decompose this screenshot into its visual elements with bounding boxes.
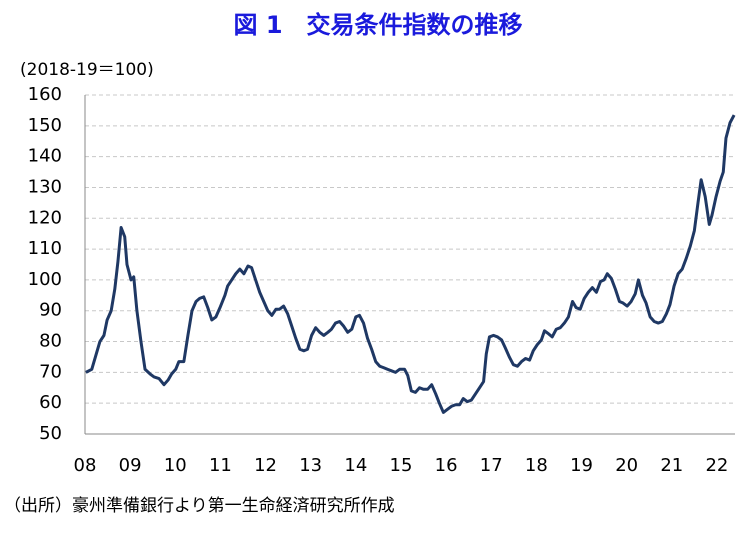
y-tick-label: 140: [28, 146, 62, 167]
x-tick-label: 13: [299, 455, 322, 476]
x-tick-label: 12: [254, 455, 277, 476]
x-tick-label: 14: [344, 455, 367, 476]
y-tick-label: 90: [39, 300, 62, 321]
x-tick-label: 19: [570, 455, 593, 476]
x-tick-label: 20: [615, 455, 638, 476]
data-line: [85, 114, 736, 414]
x-tick-label: 08: [74, 455, 97, 476]
y-tick-label: 50: [39, 423, 62, 444]
y-tick-label: 130: [28, 176, 62, 197]
y-tick-label: 160: [28, 84, 62, 105]
y-tick-label: 100: [28, 269, 62, 290]
y-tick-label: 110: [28, 238, 62, 259]
x-tick-label: 10: [164, 455, 187, 476]
x-tick-label: 17: [480, 455, 503, 476]
y-tick-label: 150: [28, 115, 62, 136]
y-tick-label: 120: [28, 207, 62, 228]
x-tick-label: 11: [209, 455, 232, 476]
y-tick-label: 60: [39, 392, 62, 413]
x-tick-label: 18: [525, 455, 548, 476]
x-tick-label: 15: [390, 455, 413, 476]
x-tick-label: 16: [435, 455, 458, 476]
source-note: （出所）豪州準備銀行より第一生命経済研究所作成: [4, 495, 395, 516]
y-axis-label: (2018-19＝100): [20, 60, 154, 80]
x-tick-label: 22: [705, 455, 728, 476]
x-tick-label: 09: [119, 455, 142, 476]
y-tick-label: 70: [39, 361, 62, 382]
chart-title: 図 1 交易条件指数の推移: [233, 11, 522, 39]
y-tick-label: 80: [39, 331, 62, 352]
x-tick-label: 21: [660, 455, 683, 476]
